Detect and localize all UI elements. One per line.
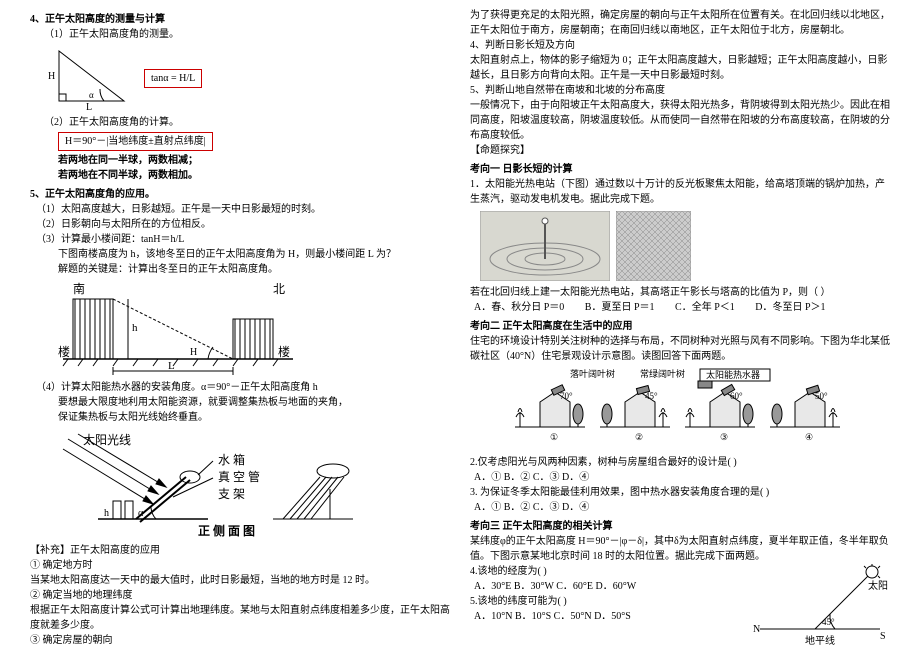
- formula2: H＝90°－|当地纬度±直射点纬度|: [58, 132, 213, 151]
- dir-north: 北: [273, 282, 285, 296]
- kx1-opts: A．春、秋分日 P＝0 B．夏至日 P＝1 C．全年 P＜1 D．冬至日 P＞1: [470, 300, 890, 315]
- svg-text:H: H: [190, 347, 197, 358]
- r-h4: 4、判断日影长短及方向: [470, 38, 890, 53]
- r-p0: 为了获得更充足的太阳光照，确定房屋的朝向与正午太阳所在位置有关。在北回归线以北地…: [470, 8, 890, 38]
- tank-label: 水 箱: [218, 452, 245, 467]
- frame-label: 支 架: [218, 487, 245, 501]
- right-column: 为了获得更充足的太阳光照，确定房屋的朝向与正午太阳所在位置有关。在北回归线以北地…: [460, 8, 900, 642]
- p5-3: （3）计算最小楼间距：tanH＝h/L: [30, 232, 450, 247]
- kx2-3: 3. 为保证冬季太阳能最佳利用效果，图中热水器安装角度合理的是( ): [470, 485, 890, 500]
- kx2-3-opts: A．① B．② C．③ D．④: [470, 500, 890, 515]
- svg-text:α: α: [138, 508, 144, 519]
- svg-text:60°: 60°: [730, 391, 743, 401]
- kx3-4: 4.该地的经度为( ): [470, 564, 750, 579]
- formula1: tanα = H/L: [144, 69, 202, 88]
- p5-1: （1）太阳高度越大，日影越短。正午是一天中日影最短的时刻。: [30, 202, 450, 217]
- r-p4: 太阳直射点上，物体的影子缩短为 0；正午太阳高度越大，日影越短；正午太阳高度越小…: [470, 53, 890, 83]
- svg-text:楼: 楼: [58, 344, 70, 359]
- buildings-fig: 南 北: [58, 281, 450, 376]
- supp1: ① 确定地方时: [30, 558, 450, 573]
- p5-4b: 保证集热板与太阳光线始终垂直。: [30, 410, 450, 425]
- kx1-stem: 若在北回归线上建一太阳能光热电站，其高塔正午影长与塔高的比值为 P，则（ ）: [470, 285, 890, 300]
- h5-title: 5、正午太阳高度角的应用。: [30, 187, 450, 202]
- kx2-2-opts: A．① B．② C．③ D．④: [470, 470, 890, 485]
- heater-fig: 太阳光线 α h 水 箱 真 空 管 支 架: [58, 429, 450, 539]
- kx3-q: 某纬度φ的正午太阳高度 H＝90°－|φ－δ|，其中δ为太阳直射点纬度，夏半年取…: [470, 534, 890, 564]
- kx1-C: C．全年 P＜1: [675, 302, 735, 313]
- house-fig: 落叶阔叶树 常绿阔叶树 太阳能热水器 70° ①: [500, 367, 890, 452]
- dir-south: 南: [73, 281, 85, 296]
- svg-text:③: ③: [720, 432, 728, 442]
- sub2: （2）正午太阳高度角的计算。: [30, 115, 450, 130]
- kx2-2: 2.仅考虑阳光与风两种因素，树种与房屋组合最好的设计是( ): [470, 455, 890, 470]
- svg-text:45°: 45°: [645, 391, 658, 401]
- svg-text:地平线: 地平线: [805, 634, 835, 647]
- supp2a: 根据正午太阳高度计算公式可计算出地理纬度。某地与太阳直射点纬度相差多少度，正午太…: [30, 603, 450, 633]
- kx1-title: 考向一 日影长短的计算: [470, 162, 890, 177]
- kx3-4-opts: A．30°E B．30°W C．60°E D．60°W: [470, 579, 750, 594]
- heater-caption: 正 侧 面 图: [198, 523, 255, 538]
- p5-3a: 下图南楼高度为 h，该地冬至日的正午太阳高度角为 H，则最小楼间距 L 为？: [30, 247, 450, 262]
- kx1-q: 1．太阳能光热电站（下图）通过数以十万计的反光板聚焦太阳能，给高塔顶端的锅炉加热…: [470, 177, 890, 207]
- supp2: ② 确定当地的地理纬度: [30, 588, 450, 603]
- supp-title: 【补充】正午太阳高度的应用: [30, 543, 450, 558]
- svg-text:②: ②: [635, 432, 643, 442]
- svg-text:L: L: [86, 102, 92, 111]
- svg-text:L: L: [168, 360, 175, 372]
- svg-text:45°: 45°: [822, 617, 835, 627]
- solar-photos: [480, 211, 890, 281]
- svg-text:①: ①: [550, 432, 558, 442]
- svg-text:N: N: [753, 624, 760, 635]
- kx1-B: B．夏至日 P＝1: [585, 302, 655, 313]
- svg-text:H: H: [48, 71, 55, 82]
- svg-text:h: h: [132, 322, 138, 334]
- sun-ray-label: 太阳光线: [83, 432, 131, 447]
- svg-text:④: ④: [805, 432, 813, 442]
- p5-4: （4）计算太阳能热水器的安装角度。α＝90°－正午太阳高度角 h: [30, 380, 450, 395]
- sun-angle-fig: N S 太阳 45° 地平线: [750, 564, 890, 649]
- svg-text:S: S: [880, 631, 886, 642]
- kx2-title: 考向二 正午太阳高度在生活中的应用: [470, 319, 890, 334]
- kx1-D: D．冬至日 P＞1: [755, 302, 825, 313]
- r-h5: 5、判断山地自然带在南坡和北坡的分布高度: [470, 83, 890, 98]
- svg-text:70°: 70°: [560, 391, 573, 401]
- p5-2: （2）日影朝向与太阳所在的方位相反。: [30, 217, 450, 232]
- svg-text:楼: 楼: [278, 344, 290, 359]
- supp3: ③ 确定房屋的朝向: [30, 633, 450, 648]
- svg-text:h: h: [104, 508, 109, 519]
- kx3-title: 考向三 正午太阳高度的相关计算: [470, 519, 890, 534]
- kx3-5: 5.该地的纬度可能为( ): [470, 594, 750, 609]
- explore: 【命题探究】: [470, 143, 890, 158]
- left-column: 4、正午太阳高度的测量与计算 （1）正午太阳高度角的测量。 H L α tanα…: [20, 8, 460, 642]
- supp1a: 当某地太阳高度达一天中的最大值时，此时日影最短，当地的地方时是 12 时。: [30, 573, 450, 588]
- svg-text:落叶阔叶树: 落叶阔叶树: [570, 368, 615, 379]
- svg-text:α: α: [89, 90, 94, 100]
- tube-label: 真 空 管: [218, 469, 260, 484]
- sub1: （1）正午太阳高度角的测量。: [30, 27, 450, 42]
- kx3-5-opts: A．10°N B．10°S C．50°N D．50°S: [470, 609, 750, 624]
- p5-3b: 解题的关键是：计算出冬至日的正午太阳高度角。: [30, 262, 450, 277]
- svg-text:50°: 50°: [815, 391, 828, 401]
- kx2-q1: 住宅的环境设计特别关注树种的选择与布局，不同树种对光照与风有不同影响。下图为华北…: [470, 334, 890, 364]
- kx1-A: A．春、秋分日 P＝0: [474, 302, 564, 313]
- note2b: 若两地在不同半球，两数相加。: [30, 168, 450, 183]
- svg-text:太阳: 太阳: [868, 579, 888, 592]
- note2a: 若两地在同一半球，两数相减；: [30, 153, 450, 168]
- r-p5: 一般情况下，由于向阳坡正午太阳高度大，获得太阳光热多，背阴坡得到太阳光热少。因此…: [470, 98, 890, 143]
- h4-title: 4、正午太阳高度的测量与计算: [30, 12, 450, 27]
- svg-text:常绿阔叶树: 常绿阔叶树: [640, 368, 685, 379]
- p5-4a: 要想最大限度地利用太阳能资源，就要调整集热板与地面的夹角，: [30, 395, 450, 410]
- fig-triangle-row: H L α tanα = H/L: [44, 46, 450, 111]
- triangle-fig: H L α: [44, 46, 134, 111]
- svg-text:太阳能热水器: 太阳能热水器: [706, 369, 760, 380]
